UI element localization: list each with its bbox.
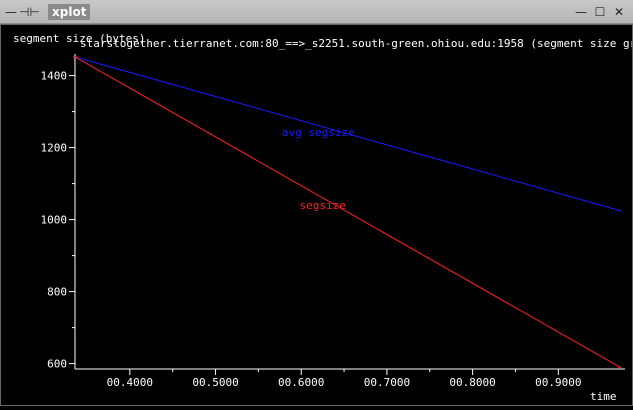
x-tick-label: 00.8000	[449, 376, 495, 389]
x-ticks: 00.4000 00.5000 00.6000 00.7000 00.8000 00.90…	[107, 369, 581, 389]
series-line	[74, 56, 621, 368]
titlebar-right-controls: — ☐ ✕	[573, 4, 627, 20]
series-line	[74, 56, 621, 212]
close-button[interactable]: ✕	[613, 5, 625, 19]
y-ticks: 600 800 1000 1200 1400	[41, 70, 75, 371]
x-tick-label: 00.7000	[364, 376, 410, 389]
x-tick-label: 00.5000	[192, 376, 238, 389]
x-tick-label: 00.4000	[107, 376, 153, 389]
y-tick-label: 600	[47, 358, 67, 371]
series-group: avg segsize segsize	[73, 56, 622, 368]
y-tick-label: 800	[47, 286, 67, 299]
x-tick-label: 00.6000	[278, 376, 324, 389]
segment-size-chart[interactable]: segment size (bytes) starstogether.tierr…	[0, 24, 633, 406]
y-axis-label: segment size (bytes)	[13, 32, 145, 45]
plot-area[interactable]: segment size (bytes) starstogether.tierr…	[0, 24, 633, 406]
y-tick-label: 1200	[41, 142, 68, 155]
series-label: avg segsize	[282, 126, 355, 139]
titlebar-left-controls: — ⊣⊢	[3, 4, 40, 20]
x-tick-label: 00.9000	[535, 376, 581, 389]
y-tick-label: 1400	[41, 70, 68, 83]
window-title: xplot	[48, 4, 91, 20]
maximize-button[interactable]: ☐	[594, 5, 606, 19]
y-tick-label: 1000	[41, 214, 68, 227]
series-label: segsize	[299, 199, 345, 212]
window-titlebar: — ⊣⊢ xplot — ☐ ✕	[0, 0, 633, 24]
pin-icon[interactable]: ⊣⊢	[19, 5, 40, 19]
minimize-button[interactable]: —	[575, 5, 587, 19]
x-axis-label: time	[590, 390, 617, 403]
window-menu-icon[interactable]: —	[5, 5, 17, 19]
graph-header: starstogether.tierranet.com:80_==>_s2251…	[80, 37, 633, 50]
